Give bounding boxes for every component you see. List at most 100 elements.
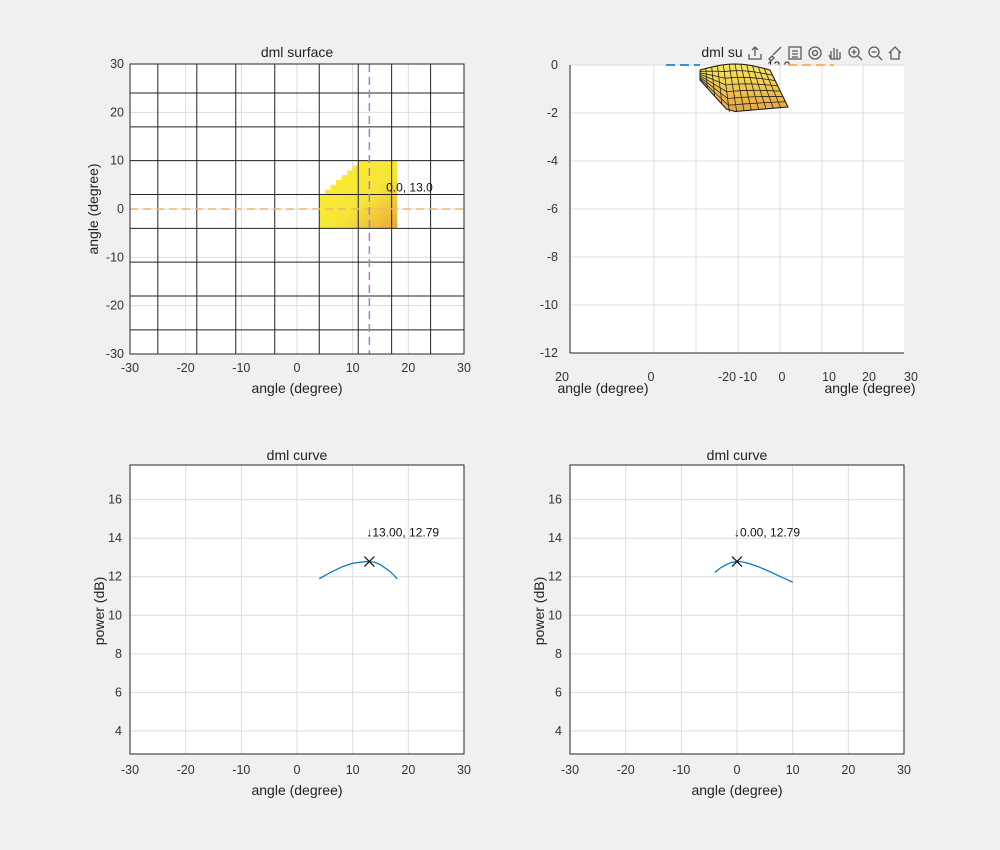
surface-3d-left-xlabel: angle (degree): [557, 380, 648, 396]
x-tick-label: 20: [555, 370, 569, 384]
y-tick-label: 12: [108, 570, 122, 584]
curve-1-axes[interactable]: dml curve angle (degree) power (dB) ↓13.…: [91, 447, 471, 798]
surface-3d-mesh-line: [711, 66, 716, 97]
x-tick-label: 30: [904, 370, 918, 384]
y-tick-label: 10: [110, 154, 124, 168]
brush-icon[interactable]: [768, 46, 782, 62]
y-tick-label: 10: [108, 608, 122, 622]
x-tick-label: -10: [232, 361, 250, 375]
surface-3d-mesh-line: [752, 65, 767, 109]
x-tick-label: -20: [617, 763, 635, 777]
home-icon[interactable]: [888, 46, 902, 60]
y-tick-label: 30: [110, 57, 124, 71]
pan-icon[interactable]: [828, 48, 841, 60]
x-tick-label: -10: [672, 763, 690, 777]
surface-3d-axes[interactable]: dml su angle (degree) angle (degree) 13.…: [540, 44, 918, 396]
x-tick-label: 10: [346, 361, 360, 375]
axes-box: [569, 464, 905, 755]
peak-annotation: ↓13.00, 12.79: [366, 525, 439, 539]
surface-2d-xlabel: angle (degree): [251, 380, 342, 396]
zoom-in-icon[interactable]: [848, 46, 863, 61]
x-tick-label: 10: [346, 763, 360, 777]
curve-2-ylabel: power (dB): [531, 577, 547, 645]
y-tick-label: 10: [548, 608, 562, 622]
surface-3d-mesh-line: [699, 75, 781, 93]
y-tick-label: 6: [555, 685, 562, 699]
surface-2d-annotation: 0.0, 13.0: [386, 181, 433, 195]
y-tick-label: -20: [106, 299, 124, 313]
surface-3d-mesh-line: [699, 76, 783, 99]
legend-icon-shape: [788, 46, 802, 60]
x-tick-label: 0: [294, 763, 301, 777]
x-tick-label: -10: [232, 763, 250, 777]
x-tick-label: 0: [294, 361, 301, 375]
legend-icon[interactable]: [788, 46, 802, 60]
x-tick-label: 10: [822, 370, 836, 384]
rotate-3d-icon-shape: [811, 49, 819, 57]
y-tick-label: 20: [110, 105, 124, 119]
surface-3d-right-xlabel: angle (degree): [824, 380, 915, 396]
export-icon[interactable]: [748, 46, 762, 60]
y-tick-label: -6: [547, 202, 558, 216]
zoom-in-icon-shape: [851, 49, 863, 61]
x-tick-label: -30: [121, 361, 139, 375]
y-tick-label: 6: [115, 685, 122, 699]
y-tick-label: 16: [548, 493, 562, 507]
rotate-3d-icon-shape: [808, 46, 822, 60]
curve-2-xlabel: angle (degree): [691, 782, 782, 798]
y-tick-label: 8: [115, 647, 122, 661]
rotate-3d-icon[interactable]: [808, 46, 822, 60]
home-icon-shape: [888, 46, 902, 60]
surface-3d-mesh-line: [722, 64, 730, 113]
curve-2-axes[interactable]: dml curve angle (degree) power (dB) ↓0.0…: [531, 447, 911, 798]
surface-2d-axes[interactable]: dml surface angle (degree) angle (degree…: [85, 44, 471, 396]
curve-1-ylabel: power (dB): [91, 577, 107, 645]
x-tick-label: 0: [648, 370, 655, 384]
surface-3d-mesh-line: [740, 64, 752, 111]
surface-3d-mesh-line: [699, 72, 776, 81]
x-tick-label: -30: [121, 763, 139, 777]
y-tick-label: 14: [108, 531, 122, 545]
y-tick-label: -10: [106, 250, 124, 264]
power-curve-line: [714, 560, 793, 583]
export-icon-shape: [748, 46, 762, 60]
x-tick-label: 30: [457, 763, 471, 777]
zoom-out-icon-shape: [868, 46, 880, 58]
x-tick-label: -20: [177, 763, 195, 777]
pan-icon-shape: [828, 48, 841, 60]
zoom-out-icon[interactable]: [868, 46, 883, 61]
zoom-out-icon-shape: [871, 51, 883, 61]
surface-2d-title: dml surface: [261, 44, 334, 60]
brush-icon-shape: [768, 46, 782, 62]
surface-3d-mesh-line: [699, 78, 786, 106]
y-tick-label: -2: [547, 106, 558, 120]
y-tick-label: -4: [547, 154, 558, 168]
y-tick-label: 8: [555, 647, 562, 661]
legend-icon-shape: [792, 50, 798, 58]
axes-toolbar[interactable]: [748, 46, 902, 62]
x-tick-label: 0: [734, 763, 741, 777]
curve-1-xlabel: angle (degree): [251, 782, 342, 798]
y-tick-label: 0: [117, 202, 124, 216]
x-tick-label: -10: [739, 370, 757, 384]
x-tick-label: 30: [457, 361, 471, 375]
x-tick-label: -30: [561, 763, 579, 777]
axes-box: [129, 464, 465, 755]
peak-annotation: ↓0.00, 12.79: [734, 525, 800, 539]
y-tick-label: 0: [551, 58, 558, 72]
surface-3d-mesh-line: [746, 64, 760, 110]
peak-marker-stroke: [731, 556, 743, 567]
surface-3d-mesh-line: [717, 65, 723, 105]
surface-3d-mesh-line: [699, 73, 778, 87]
surface-3d-mesh-line: [763, 68, 782, 108]
curve-1-title: dml curve: [267, 447, 328, 463]
x-tick-label: 20: [401, 763, 415, 777]
x-tick-label: 20: [401, 361, 415, 375]
curve-2-title: dml curve: [707, 447, 768, 463]
y-tick-label: 16: [108, 493, 122, 507]
surface-3d-mesh-line: [728, 64, 738, 112]
x-tick-label: 10: [786, 763, 800, 777]
y-tick-label: -30: [106, 347, 124, 361]
peak-marker-stroke: [363, 556, 375, 567]
